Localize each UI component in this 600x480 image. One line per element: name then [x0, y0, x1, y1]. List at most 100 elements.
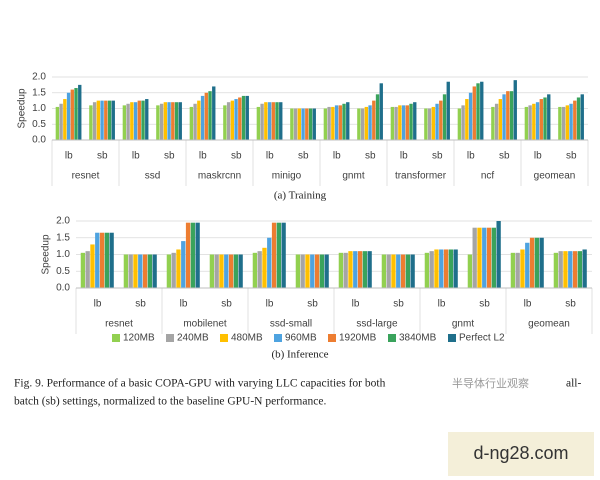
bar: [156, 105, 160, 140]
bar: [431, 106, 436, 140]
bar: [163, 102, 168, 140]
x-tick-label: lb: [467, 151, 475, 162]
bar: [74, 88, 78, 140]
bar: [238, 97, 242, 140]
group-label: maskrcnn: [198, 171, 241, 182]
bar: [535, 102, 540, 140]
x-tick-label: sb: [565, 299, 576, 310]
bar: [214, 254, 219, 288]
bar: [100, 100, 104, 140]
bar: [59, 103, 63, 140]
bar: [267, 102, 272, 140]
bar: [122, 105, 127, 140]
bar: [279, 102, 283, 140]
caption-line: all-: [566, 378, 581, 390]
y-tick-label: 1.5: [56, 232, 70, 243]
bar: [234, 99, 238, 140]
x-tick-label: sb: [97, 151, 108, 162]
bar: [308, 108, 313, 140]
x-tick-label: sb: [164, 151, 175, 162]
legend-label: Perfect L2: [459, 333, 505, 344]
bar: [390, 106, 395, 140]
legend-swatch: [388, 334, 396, 342]
bar: [78, 84, 82, 140]
x-tick-label: lb: [266, 151, 274, 162]
bar: [348, 251, 353, 288]
bar: [510, 252, 516, 288]
x-tick-label: sb: [231, 151, 242, 162]
bar: [128, 254, 133, 288]
legend-swatch: [448, 334, 456, 342]
bar: [176, 249, 181, 288]
bar: [314, 254, 320, 288]
bar: [171, 102, 175, 140]
bar: [468, 92, 473, 140]
bar: [305, 254, 310, 288]
bar: [95, 232, 100, 288]
bar: [434, 249, 439, 288]
legend-label: 480MB: [231, 333, 263, 344]
bar: [529, 237, 535, 288]
x-tick-label: sb: [365, 151, 376, 162]
bar: [241, 95, 246, 140]
bar: [152, 254, 157, 288]
y-tick-label: 0.5: [56, 266, 70, 277]
bar: [137, 100, 141, 140]
x-tick-label: sb: [307, 299, 318, 310]
bar: [276, 222, 281, 288]
bar: [360, 108, 365, 140]
group-label: gnmt: [452, 319, 474, 330]
group-label: transformer: [395, 171, 447, 182]
y-tick-label: 0.5: [32, 119, 46, 130]
bar: [138, 254, 143, 288]
group-label: ssd-large: [356, 319, 398, 330]
bar: [319, 254, 324, 288]
x-tick-label: lb: [65, 151, 73, 162]
bar: [99, 232, 105, 288]
bar: [267, 237, 272, 288]
bar: [338, 105, 342, 140]
bar: [386, 254, 391, 288]
bar: [448, 249, 453, 288]
bar: [457, 108, 462, 140]
bar: [142, 254, 148, 288]
group-label: geomean: [528, 319, 570, 330]
bar: [467, 254, 473, 288]
bar: [424, 108, 428, 140]
bar: [357, 251, 363, 288]
subcaption: (b) Inference: [271, 349, 328, 361]
legend-label: 960MB: [285, 333, 317, 344]
bar: [572, 251, 578, 288]
bar: [310, 254, 315, 288]
bar: [424, 252, 430, 288]
bar: [465, 99, 469, 140]
bar: [569, 103, 573, 140]
bar: [293, 108, 298, 140]
bar: [442, 94, 447, 140]
x-tick-label: lb: [333, 151, 341, 162]
bar: [126, 103, 130, 140]
x-tick-label: sb: [298, 151, 309, 162]
y-axis-label: Speedup: [41, 234, 52, 274]
bar: [472, 227, 477, 288]
bar: [364, 106, 369, 140]
bar: [534, 237, 539, 288]
x-tick-label: lb: [132, 151, 140, 162]
bar: [133, 254, 138, 288]
legend-swatch: [112, 334, 120, 342]
y-tick-label: 2.0: [32, 72, 46, 83]
x-tick-label: sb: [479, 299, 490, 310]
bar: [375, 94, 380, 140]
bar: [224, 254, 229, 288]
bar: [327, 106, 331, 140]
group-label: resnet: [105, 319, 133, 330]
bar: [396, 254, 401, 288]
bar: [256, 106, 261, 140]
bar: [145, 99, 149, 140]
y-tick-label: 1.5: [32, 87, 46, 98]
bar: [439, 249, 444, 288]
bar: [353, 251, 358, 288]
bar: [141, 100, 145, 140]
bar: [372, 100, 376, 140]
bar: [324, 254, 329, 288]
